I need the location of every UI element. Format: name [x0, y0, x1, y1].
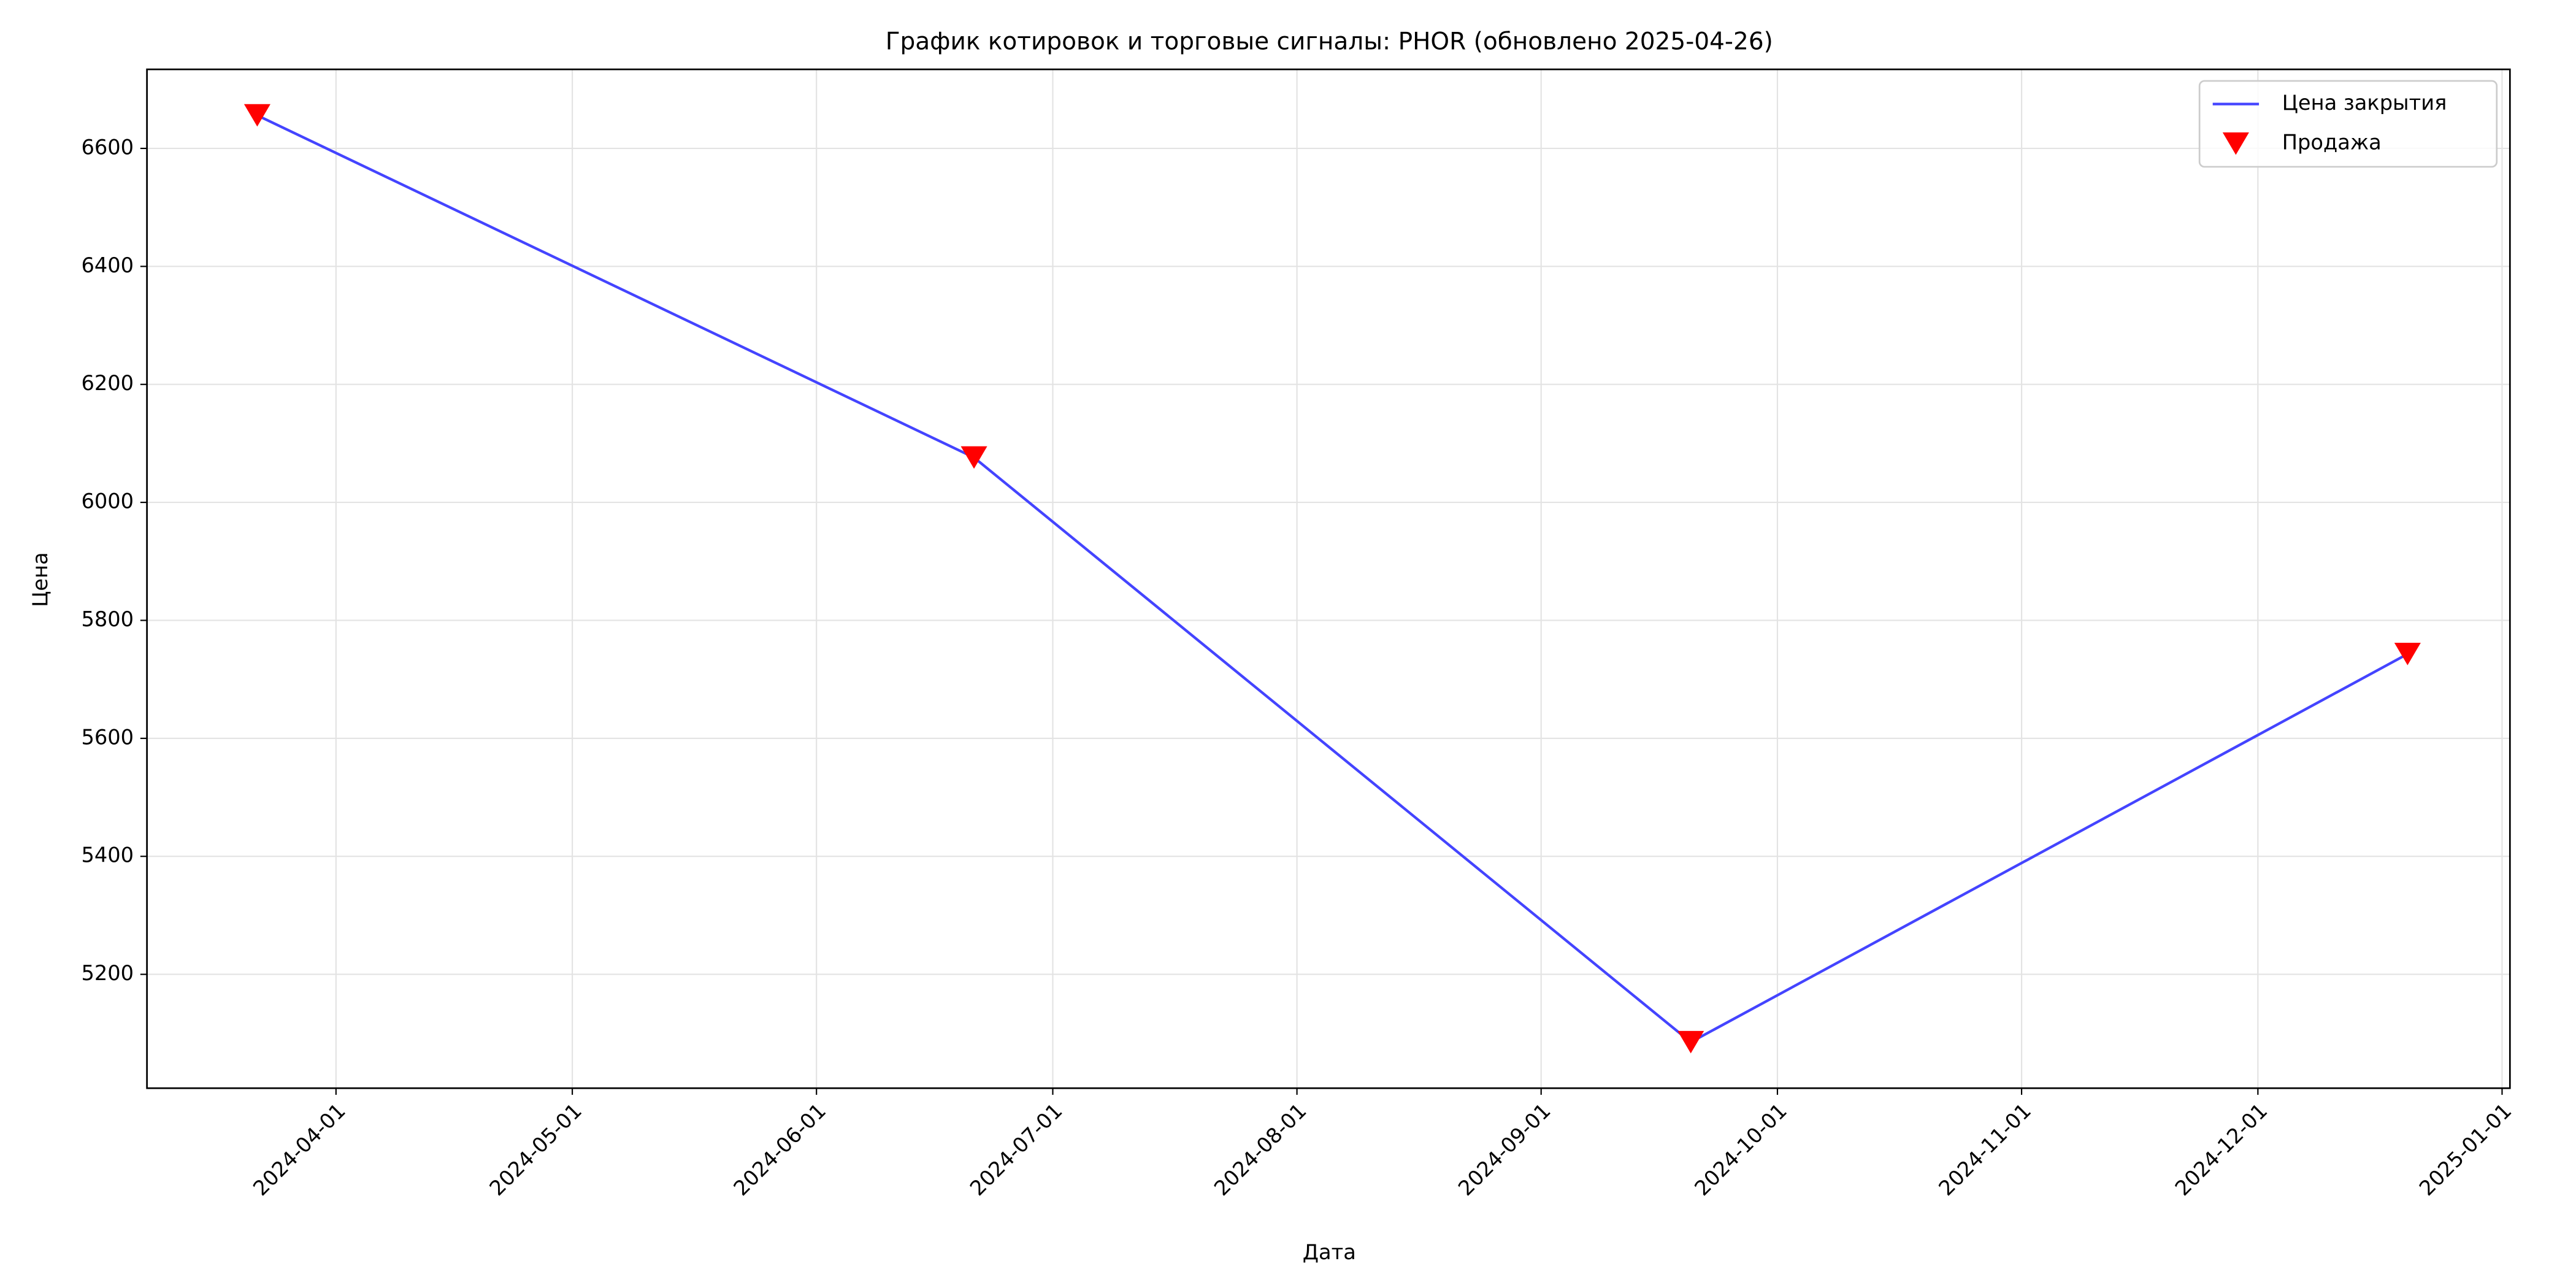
legend-label: Продажа [2282, 131, 2382, 155]
y-tick-label: 5600 [81, 725, 134, 749]
legend-swatch [2222, 132, 2249, 155]
sell-marker [243, 104, 270, 127]
x-tick-label: 2024-11-01 [1934, 1098, 2036, 1200]
y-tick-label: 5400 [81, 843, 134, 867]
x-tick-label: 2025-01-01 [2415, 1098, 2517, 1200]
x-tick-label: 2024-09-01 [1454, 1098, 1555, 1200]
legend-label: Цена закрытия [2282, 91, 2447, 115]
y-tick-label: 5800 [81, 607, 134, 631]
sell-marker [2394, 642, 2421, 665]
x-tick-label: 2024-12-01 [2171, 1098, 2272, 1200]
y-tick-label: 6600 [81, 135, 134, 159]
y-tick-label: 6400 [81, 253, 134, 277]
y-tick-label: 5200 [81, 961, 134, 985]
chart-title: График котировок и торговые сигналы: PHO… [886, 28, 1773, 56]
x-tick-label: 2024-04-01 [248, 1098, 350, 1200]
y-tick-label: 6200 [81, 371, 134, 395]
x-tick-label: 2024-07-01 [965, 1098, 1067, 1200]
sell-marker [1677, 1030, 1704, 1054]
plot-frame [146, 68, 2511, 1089]
x-tick-label: 2024-05-01 [485, 1098, 586, 1200]
x-axis-label: Дата [1303, 1240, 1356, 1264]
price-line [256, 114, 2409, 1044]
legend-box [2198, 80, 2498, 168]
y-tick-label: 6000 [81, 489, 134, 513]
x-tick-label: 2024-06-01 [729, 1098, 831, 1200]
y-axis-label: Цена [28, 552, 52, 607]
x-tick-label: 2024-10-01 [1690, 1098, 1792, 1200]
x-tick-label: 2024-08-01 [1209, 1098, 1311, 1200]
sell-marker [960, 446, 987, 469]
